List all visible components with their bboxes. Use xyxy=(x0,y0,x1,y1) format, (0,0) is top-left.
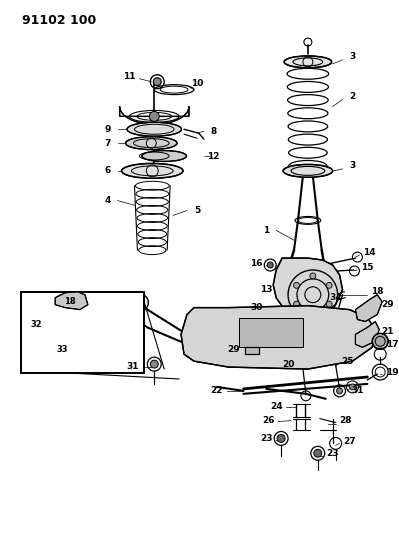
Ellipse shape xyxy=(122,164,183,179)
Text: 29: 29 xyxy=(227,345,240,354)
Text: 30: 30 xyxy=(250,303,263,312)
Bar xyxy=(239,318,303,348)
Text: 9: 9 xyxy=(105,125,111,134)
Bar xyxy=(20,292,144,373)
Text: 23: 23 xyxy=(326,449,339,458)
Circle shape xyxy=(55,332,61,337)
Text: 10: 10 xyxy=(191,79,203,88)
Polygon shape xyxy=(120,107,189,124)
Circle shape xyxy=(326,282,332,288)
Text: 5: 5 xyxy=(194,206,200,215)
Text: 12: 12 xyxy=(207,151,220,160)
Bar xyxy=(245,348,259,354)
Text: 13: 13 xyxy=(260,285,273,294)
Text: 31: 31 xyxy=(351,386,363,395)
Text: 18: 18 xyxy=(64,297,76,306)
Circle shape xyxy=(150,360,158,368)
Ellipse shape xyxy=(283,165,333,177)
Text: 28: 28 xyxy=(339,416,352,425)
Text: 25: 25 xyxy=(341,357,354,366)
Text: 14: 14 xyxy=(363,248,375,256)
Ellipse shape xyxy=(127,122,182,136)
Text: 26: 26 xyxy=(262,416,275,425)
Text: 24: 24 xyxy=(270,402,282,411)
Circle shape xyxy=(294,282,300,288)
Text: 27: 27 xyxy=(343,437,356,446)
Text: 33: 33 xyxy=(56,345,68,354)
Text: 16: 16 xyxy=(250,259,263,268)
Circle shape xyxy=(350,384,356,390)
Text: 3: 3 xyxy=(350,161,356,171)
Text: 34: 34 xyxy=(329,293,342,302)
Text: 1: 1 xyxy=(263,226,269,235)
Text: 8: 8 xyxy=(211,127,217,136)
Text: 17: 17 xyxy=(386,340,399,349)
Bar xyxy=(239,318,303,348)
Polygon shape xyxy=(55,292,88,310)
Text: 23: 23 xyxy=(260,434,273,443)
Circle shape xyxy=(372,333,388,349)
Text: 19: 19 xyxy=(386,368,399,376)
Circle shape xyxy=(277,434,285,442)
Text: 3: 3 xyxy=(350,52,356,61)
Text: 20: 20 xyxy=(282,360,294,369)
Ellipse shape xyxy=(284,56,332,68)
Polygon shape xyxy=(356,321,379,348)
Text: 15: 15 xyxy=(361,263,373,272)
Circle shape xyxy=(267,262,273,268)
Text: 22: 22 xyxy=(210,386,223,395)
Circle shape xyxy=(326,301,332,307)
Text: 2: 2 xyxy=(350,92,356,101)
Polygon shape xyxy=(181,305,375,369)
Text: 11: 11 xyxy=(123,72,136,81)
Text: 31: 31 xyxy=(126,361,139,370)
Text: 18: 18 xyxy=(371,287,383,296)
Ellipse shape xyxy=(126,136,177,150)
Polygon shape xyxy=(356,295,382,321)
Bar xyxy=(245,348,259,354)
Text: 91102 100: 91102 100 xyxy=(22,14,97,27)
Text: 32: 32 xyxy=(31,320,42,329)
Text: 21: 21 xyxy=(381,327,393,336)
Circle shape xyxy=(294,301,300,307)
Circle shape xyxy=(337,388,343,394)
Circle shape xyxy=(153,78,161,86)
Polygon shape xyxy=(273,258,343,318)
Circle shape xyxy=(75,351,81,356)
Text: 29: 29 xyxy=(381,300,393,309)
Circle shape xyxy=(149,111,159,122)
Bar xyxy=(20,292,144,373)
Circle shape xyxy=(310,311,316,317)
Text: 4: 4 xyxy=(105,196,111,205)
Ellipse shape xyxy=(142,150,186,161)
Circle shape xyxy=(314,449,322,457)
Circle shape xyxy=(310,273,316,279)
Text: 7: 7 xyxy=(105,139,111,148)
Text: 6: 6 xyxy=(105,166,111,175)
